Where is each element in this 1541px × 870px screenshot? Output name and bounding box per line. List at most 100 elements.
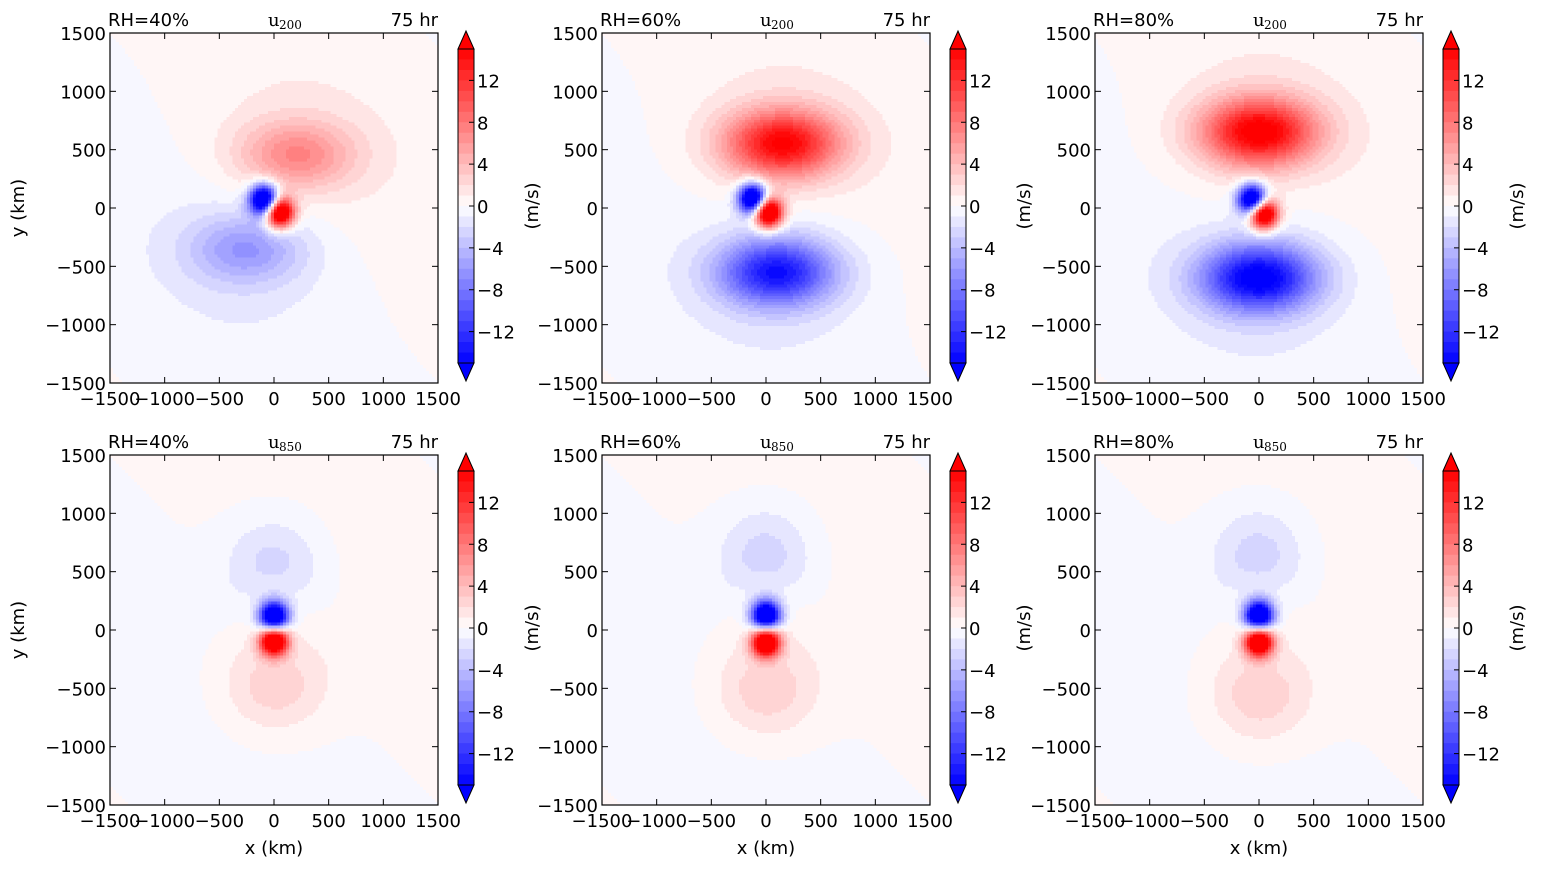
colorbar-level (950, 491, 966, 503)
y-tick-label: −1500 (537, 796, 598, 817)
colorbar-tick-label: 8 (477, 535, 488, 556)
colorbar-level (950, 680, 966, 692)
colorbar-tick-label: −12 (1462, 745, 1500, 766)
colorbar-tick-label: −8 (969, 281, 996, 302)
colorbar-extend-min (457, 362, 475, 383)
colorbar-extend-max (457, 29, 475, 50)
panel-variable-level: 850 (771, 440, 794, 454)
colorbar-level (458, 132, 474, 144)
x-tick-label: 500 (1296, 811, 1330, 832)
colorbar-level (458, 648, 474, 660)
panel-variable-label: u (268, 10, 280, 31)
panel-variable-label: u (760, 432, 772, 453)
y-tick-label: 1500 (552, 446, 598, 467)
x-tick-label: −1500 (572, 389, 633, 410)
panel-variable-label: u (760, 10, 772, 31)
colorbar-level (1443, 617, 1459, 629)
colorbar-level (950, 732, 966, 744)
colorbar-level (1443, 289, 1459, 301)
colorbar-level (950, 774, 966, 786)
y-tick-label: 500 (564, 141, 598, 162)
colorbar-extend-max (457, 451, 475, 472)
y-tick-label: 0 (95, 621, 106, 642)
colorbar-level (1443, 471, 1459, 483)
colorbar-level (458, 669, 474, 681)
y-tick-label: −1500 (1030, 374, 1091, 395)
colorbar-level (458, 268, 474, 280)
colorbar-tick-label: 4 (1462, 155, 1473, 176)
colorbar-level (458, 258, 474, 270)
colorbar-level (950, 711, 966, 723)
colorbar-level (950, 617, 966, 629)
colorbar-level (458, 596, 474, 608)
x-tick-label: 0 (760, 389, 771, 410)
panel-time-label: 75 hr (1376, 432, 1424, 453)
colorbar-level (1443, 554, 1459, 566)
colorbar-level (950, 331, 966, 343)
x-tick-label: −1500 (80, 811, 141, 832)
colorbar-level (950, 111, 966, 123)
colorbar-label: (m/s) (1507, 604, 1528, 651)
colorbar-level (458, 80, 474, 92)
x-tick-label: 0 (1253, 389, 1264, 410)
x-tick-label: 500 (803, 389, 837, 410)
contour-field (602, 455, 930, 805)
colorbar-tick-label: 8 (1462, 113, 1473, 134)
colorbar-label: (m/s) (522, 604, 543, 651)
colorbar-tick-label: −12 (969, 745, 1007, 766)
colorbar-level (950, 352, 966, 364)
colorbar-label: (m/s) (522, 182, 543, 229)
panel-variable-level: 200 (279, 18, 302, 32)
x-tick-label: −1500 (1065, 811, 1126, 832)
colorbar-level (950, 701, 966, 713)
x-tick-label: 1500 (415, 389, 461, 410)
y-tick-label: −1000 (1030, 316, 1091, 337)
panel-rh-label: RH=40% (108, 432, 189, 453)
panel-rh-label: RH=60% (600, 432, 681, 453)
x-tick-label: 1000 (1345, 811, 1391, 832)
colorbar-level (950, 237, 966, 249)
colorbar-level (1443, 247, 1459, 259)
colorbar-level (1443, 732, 1459, 744)
y-tick-label: 1500 (60, 24, 106, 45)
colorbar-level (950, 659, 966, 671)
panel-850-80: RH=80% u 850 75 hr−1500−1000 −500 0 500 1000 150… (1030, 432, 1528, 859)
colorbar-level (1443, 237, 1459, 249)
colorbar-level (458, 174, 474, 186)
x-axis-label: x (km) (737, 838, 795, 859)
colorbar-extend-max (949, 29, 967, 50)
colorbar-level (1443, 226, 1459, 238)
colorbar-level (458, 774, 474, 786)
colorbar-level (1443, 143, 1459, 155)
colorbar-tick-label: 0 (969, 619, 980, 640)
colorbar-level (1443, 153, 1459, 165)
colorbar-level (1443, 764, 1459, 776)
colorbar-extend-min (949, 362, 967, 383)
colorbar-level (950, 289, 966, 301)
colorbar-level (950, 648, 966, 660)
colorbar-level (458, 512, 474, 524)
colorbar-level (950, 143, 966, 155)
colorbar-tick-label: 8 (969, 113, 980, 134)
colorbar-level (458, 732, 474, 744)
colorbar-extend-max (1442, 451, 1460, 472)
colorbar-level (950, 586, 966, 598)
colorbar-level (950, 764, 966, 776)
x-tick-label: 1000 (360, 811, 406, 832)
colorbar-tick-label: −12 (969, 323, 1007, 344)
colorbar-level (1443, 342, 1459, 354)
colorbar-level (950, 481, 966, 493)
colorbar-level (458, 279, 474, 291)
colorbar-level (458, 289, 474, 301)
colorbar-level (458, 607, 474, 619)
colorbar-level (458, 753, 474, 765)
x-tick-label: 1500 (415, 811, 461, 832)
colorbar-level (458, 352, 474, 364)
x-tick-label: 0 (268, 389, 279, 410)
panel-variable-level: 200 (1264, 18, 1287, 32)
colorbar-level (950, 90, 966, 102)
y-tick-label: −1000 (45, 738, 106, 759)
colorbar-label: (m/s) (1014, 182, 1035, 229)
colorbar-level (1443, 59, 1459, 71)
